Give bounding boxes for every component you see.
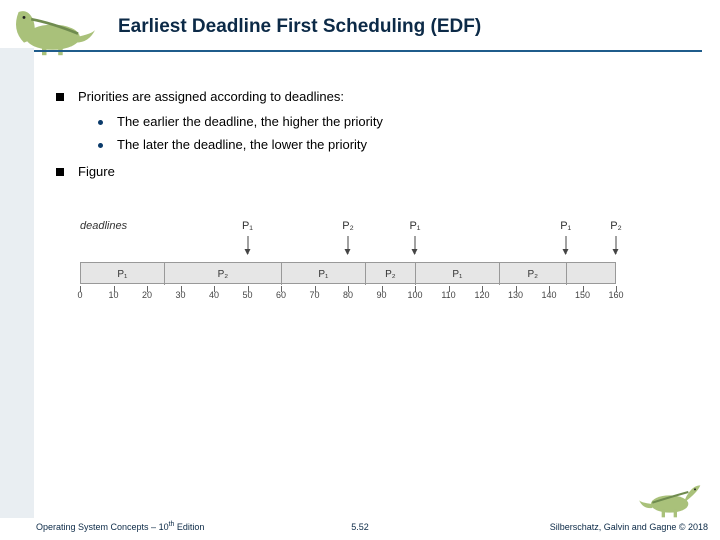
footer-left-prefix: Operating System Concepts – <box>36 522 159 532</box>
bullet-item: Figure <box>56 163 690 182</box>
tick-label: 70 <box>309 290 319 300</box>
timeline-segment: P₁ <box>81 263 165 285</box>
deadline-arrow-icon <box>616 236 617 254</box>
sub-bullet-text: The later the deadline, the lower the pr… <box>117 136 367 155</box>
sub-bullet-item: The earlier the deadline, the higher the… <box>98 113 690 132</box>
edf-timeline-figure: deadlines P₁P₂P₁P₁P₂P₁P₂P₁P₂P₁P₂01020304… <box>80 216 640 308</box>
sub-bullet-text: The earlier the deadline, the higher the… <box>117 113 383 132</box>
sub-bullet-item: The later the deadline, the lower the pr… <box>98 136 690 155</box>
timeline-bar: P₁P₂P₁P₂P₁P₂ <box>80 262 616 284</box>
bullet-text: Figure <box>78 163 115 182</box>
deadline-arrow-label: P₂ <box>610 220 622 232</box>
footer-left-tail: Edition <box>174 522 204 532</box>
tick-label: 110 <box>441 290 455 300</box>
deadlines-label: deadlines <box>80 220 127 232</box>
tick-label: 40 <box>209 290 219 300</box>
tick-label: 60 <box>276 290 286 300</box>
deadline-arrow-label: P₂ <box>342 220 354 232</box>
footer-copyright: Silberschatz, Galvin and Gagne © 2018 <box>550 522 708 532</box>
footer: Operating System Concepts – 10th Edition… <box>0 514 720 540</box>
footer-left: Operating System Concepts – 10th Edition <box>36 521 204 532</box>
bullet-item: Priorities are assigned according to dea… <box>56 88 690 107</box>
tick-label: 160 <box>608 290 623 300</box>
tick-label: 130 <box>508 290 523 300</box>
deadline-arrow-icon <box>565 236 566 254</box>
timeline-segment: P₁ <box>416 263 500 285</box>
footer-page-number: 5.52 <box>351 522 369 532</box>
deadline-arrow-icon <box>247 236 248 254</box>
tick-label: 50 <box>242 290 252 300</box>
square-bullet-icon <box>56 168 64 176</box>
tick-label: 100 <box>407 290 422 300</box>
deadline-arrow-icon <box>415 236 416 254</box>
dot-bullet-icon <box>98 120 103 125</box>
header: Earliest Deadline First Scheduling (EDF) <box>0 0 720 70</box>
title-underline <box>34 50 702 52</box>
tick-label: 80 <box>343 290 353 300</box>
timeline-segment: P₂ <box>366 263 416 285</box>
deadline-arrow-icon <box>348 236 349 254</box>
bullet-text: Priorities are assigned according to dea… <box>78 88 344 107</box>
deadline-arrow-label: P₁ <box>242 220 253 232</box>
left-margin-strip <box>0 48 34 518</box>
tick-label: 30 <box>175 290 185 300</box>
tick-label: 90 <box>376 290 386 300</box>
tick-label: 20 <box>142 290 152 300</box>
deadline-arrow-label: P₁ <box>560 220 571 232</box>
footer-edition-num: 10 <box>159 522 169 532</box>
deadline-arrow-label: P₁ <box>409 220 420 232</box>
timeline-segment: P₁ <box>282 263 366 285</box>
slide-title: Earliest Deadline First Scheduling (EDF) <box>118 16 481 38</box>
timeline-segment: P₂ <box>165 263 282 285</box>
tick-label: 0 <box>77 290 82 300</box>
square-bullet-icon <box>56 93 64 101</box>
content-area: Priorities are assigned according to dea… <box>56 88 690 187</box>
timeline-segment: P₂ <box>500 263 567 285</box>
tick-label: 10 <box>108 290 118 300</box>
tick-label: 120 <box>474 290 489 300</box>
dot-bullet-icon <box>98 143 103 148</box>
tick-label: 150 <box>575 290 590 300</box>
tick-label: 140 <box>541 290 556 300</box>
